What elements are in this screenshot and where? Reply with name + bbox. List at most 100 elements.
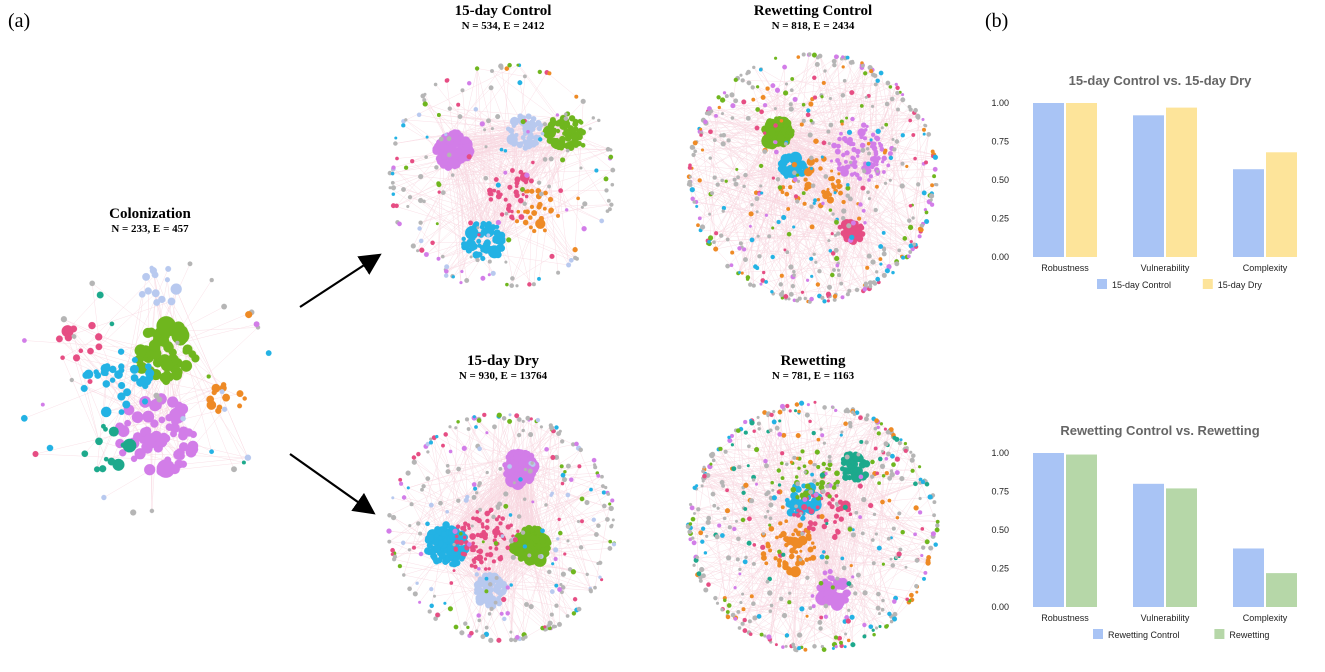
network-node bbox=[487, 245, 493, 251]
network-edge bbox=[800, 517, 898, 552]
network-node bbox=[445, 469, 451, 475]
network-edge bbox=[879, 475, 884, 614]
network-node bbox=[599, 218, 605, 224]
network-node bbox=[846, 129, 853, 136]
network-node bbox=[791, 161, 798, 168]
network-node bbox=[418, 600, 422, 604]
network-node bbox=[544, 446, 549, 452]
network-node bbox=[841, 135, 848, 142]
network-edge bbox=[811, 61, 853, 207]
network-node bbox=[807, 132, 813, 138]
network-node bbox=[917, 226, 923, 232]
network-node bbox=[713, 113, 719, 118]
network-node bbox=[503, 491, 509, 497]
network-node bbox=[484, 145, 488, 149]
network-node bbox=[889, 96, 895, 102]
network-edge bbox=[688, 524, 771, 612]
network-node bbox=[773, 149, 779, 155]
network-node bbox=[710, 191, 715, 196]
network-node bbox=[462, 525, 467, 530]
network-node bbox=[716, 95, 721, 100]
network-edge bbox=[413, 457, 456, 532]
network-node bbox=[253, 321, 260, 328]
network-node bbox=[454, 426, 458, 430]
network-node bbox=[124, 419, 132, 427]
network-node bbox=[515, 284, 519, 288]
network-node bbox=[606, 198, 611, 203]
network-edge bbox=[763, 492, 769, 555]
network-node bbox=[531, 500, 535, 504]
network-node bbox=[526, 129, 530, 134]
network-node bbox=[486, 233, 491, 238]
network-edge bbox=[490, 199, 541, 224]
network-node bbox=[783, 248, 787, 252]
network-node bbox=[908, 118, 913, 123]
network-node bbox=[733, 98, 739, 104]
network-edge bbox=[849, 109, 899, 291]
network-node bbox=[863, 281, 869, 286]
network-edge bbox=[420, 170, 597, 223]
network-node bbox=[691, 152, 696, 158]
network-edge bbox=[435, 84, 517, 187]
network-node bbox=[570, 133, 578, 141]
network-node bbox=[861, 208, 866, 213]
network-node bbox=[520, 186, 525, 192]
network-node bbox=[551, 119, 557, 125]
network-edge bbox=[757, 86, 897, 262]
network-edge bbox=[59, 301, 172, 340]
network-node bbox=[856, 216, 862, 221]
network-node bbox=[485, 552, 490, 557]
network-node bbox=[423, 251, 429, 258]
network-node bbox=[776, 219, 781, 225]
network-node bbox=[433, 616, 438, 622]
network-node bbox=[755, 85, 760, 89]
network-node bbox=[779, 273, 784, 278]
network-node bbox=[525, 113, 532, 120]
network-node bbox=[444, 264, 450, 270]
network-edge bbox=[861, 99, 903, 107]
network-edge bbox=[749, 558, 843, 622]
network-node bbox=[860, 122, 867, 128]
network-edge bbox=[702, 141, 817, 151]
network-edge bbox=[153, 270, 235, 470]
network-edge bbox=[699, 180, 717, 234]
network-node bbox=[692, 200, 697, 204]
network-edge bbox=[711, 193, 716, 250]
network-node bbox=[838, 184, 843, 188]
network-node bbox=[500, 580, 507, 587]
network-node bbox=[134, 448, 146, 460]
network-node bbox=[187, 261, 193, 267]
network-node bbox=[869, 68, 874, 74]
network-node bbox=[831, 142, 838, 149]
network-node bbox=[888, 155, 894, 161]
network-node bbox=[696, 223, 700, 228]
network-edge bbox=[735, 430, 744, 488]
network-node bbox=[915, 113, 921, 119]
network-node bbox=[122, 400, 131, 409]
network-node bbox=[525, 528, 531, 534]
network-node bbox=[785, 250, 790, 255]
network-node bbox=[509, 583, 514, 587]
network-node bbox=[700, 148, 705, 152]
network-node bbox=[742, 184, 746, 189]
network-node bbox=[390, 203, 396, 209]
network-node bbox=[808, 101, 814, 107]
network-node bbox=[484, 525, 490, 531]
network-node bbox=[894, 261, 900, 267]
network-node bbox=[689, 187, 695, 193]
network-node bbox=[530, 115, 537, 122]
network-edge bbox=[476, 68, 530, 285]
network-node bbox=[473, 564, 478, 570]
network-node bbox=[757, 254, 762, 259]
network-edge bbox=[464, 448, 495, 541]
network-node bbox=[159, 372, 170, 383]
network-node bbox=[87, 378, 93, 385]
network-node bbox=[440, 254, 445, 259]
network-node bbox=[742, 257, 749, 263]
network-node bbox=[915, 182, 921, 187]
network-node bbox=[849, 234, 855, 241]
network-node bbox=[405, 470, 411, 476]
network-node bbox=[601, 490, 607, 495]
network-node bbox=[842, 233, 848, 239]
network-node bbox=[737, 246, 742, 251]
